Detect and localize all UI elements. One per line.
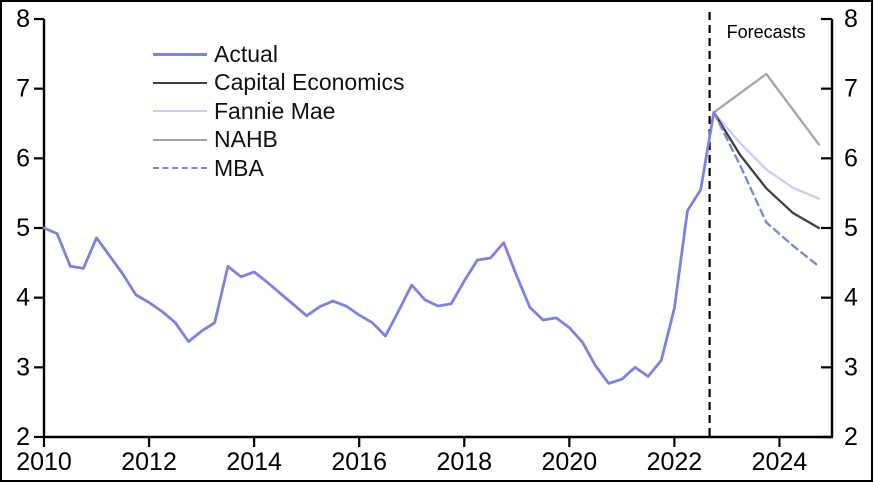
legend-label-mba: MBA (214, 154, 264, 181)
x-tick-label: 2016 (331, 448, 387, 476)
y-tick-label-right: 3 (844, 353, 858, 381)
series-line-nahb (712, 72, 821, 146)
legend-item-mba: MBA (153, 154, 404, 183)
y-tick-label-left: 4 (16, 284, 30, 312)
y-tick-label-right: 5 (844, 214, 858, 242)
y-tick-label-right: 6 (844, 144, 858, 172)
legend-swatch-capital_economics (153, 81, 207, 84)
chart-legend: Actual Capital Economics Fannie Mae NAHB MBA (153, 40, 404, 183)
series-line-actual (42, 111, 716, 385)
series-line-mba (712, 111, 821, 268)
x-tick-label: 2022 (647, 448, 703, 476)
axes: 2 2 3 3 4 4 5 5 6 6 7 7 8 8 2010 2012 2014 2016 2018 2020 20… (16, 5, 858, 476)
legend-label-nahb: NAHB (214, 126, 278, 153)
x-tick-label: 2010 (16, 448, 72, 476)
x-tick-label: 2020 (542, 448, 598, 476)
y-tick-label-right: 7 (844, 75, 858, 103)
x-tick-label: 2012 (121, 448, 177, 476)
y-tick-label-right: 2 (844, 423, 858, 451)
series-line-capital_economics (712, 111, 821, 230)
y-tick-label-left: 2 (16, 423, 30, 451)
legend-label-actual: Actual (214, 40, 278, 67)
series-line-fannie_mae (712, 111, 821, 200)
legend-swatch-nahb (153, 138, 207, 141)
legend-swatch-fannie_mae (153, 110, 207, 113)
y-tick-label-right: 8 (844, 5, 858, 33)
y-tick-label-left: 5 (16, 214, 30, 242)
x-tick-label: 2018 (436, 448, 492, 476)
legend-item-nahb: NAHB (153, 126, 404, 155)
legend-swatch-mba (153, 167, 207, 170)
legend-item-actual: Actual (153, 40, 404, 69)
y-tick-label-right: 4 (844, 284, 858, 312)
legend-label-fannie_mae: Fannie Mae (214, 97, 336, 124)
x-tick-label: 2014 (226, 448, 282, 476)
legend-item-capital_economics: Capital Economics (153, 69, 404, 98)
y-tick-label-left: 6 (16, 144, 30, 172)
y-tick-label-left: 7 (16, 75, 30, 103)
forecasts-label: Forecasts (727, 22, 806, 42)
y-tick-label-left: 3 (16, 353, 30, 381)
legend-label-capital_economics: Capital Economics (214, 69, 405, 96)
legend-swatch-actual (153, 52, 207, 56)
x-tick-label: 2024 (752, 448, 808, 476)
legend-item-fannie_mae: Fannie Mae (153, 97, 404, 126)
y-tick-label-left: 8 (16, 5, 30, 33)
